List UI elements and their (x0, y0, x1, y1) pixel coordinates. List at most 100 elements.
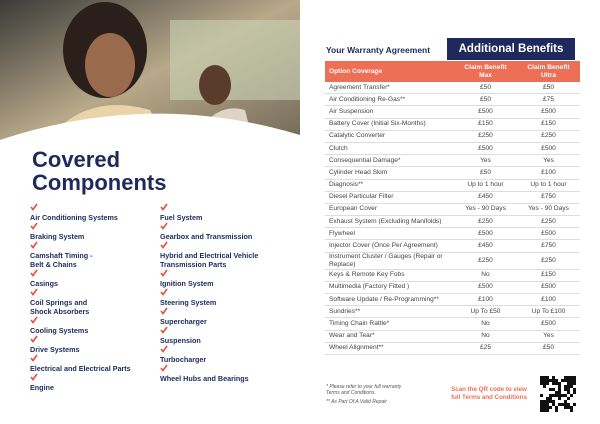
table-cell: No (454, 330, 517, 343)
component-item: Steering System (160, 288, 258, 307)
table-cell: Diesel Particular Filter (325, 191, 454, 204)
component-item: Hybrid and Electrical Vehicle Transmissio… (160, 241, 258, 269)
table-cell: Catalytic Converter (325, 130, 454, 143)
table-cell: £50 (454, 82, 517, 95)
component-item: Supercharger (160, 307, 258, 326)
table-cell: £150 (454, 118, 517, 131)
component-item: Cooling Systems (30, 316, 131, 335)
table-cell: £150 (517, 118, 580, 131)
table-cell: Yes - 90 Days (517, 203, 580, 217)
table-row: European Cover Yes - 90 Days Yes - 90 Days (325, 203, 580, 217)
qr-cell (555, 379, 558, 382)
table-row: Catalytic Converter £250 £250 (325, 130, 580, 143)
qr-cell (558, 403, 561, 406)
column-header: Option Coverage (325, 61, 454, 82)
qr-cell (549, 379, 552, 382)
qr-cell (543, 382, 546, 385)
table-row: Multimedia (Factory Fitted ) £500 £500 (325, 281, 580, 295)
qr-cell (567, 391, 570, 394)
qr-cell (570, 394, 573, 397)
qr-code (540, 376, 576, 412)
component-item: Suspension (160, 326, 258, 345)
check-icon (160, 307, 168, 315)
qr-cell (543, 400, 546, 403)
qr-cell (558, 394, 561, 397)
qr-cell (546, 400, 549, 403)
component-item: Drive Systems (30, 335, 131, 354)
check-icon (30, 222, 38, 230)
component-list: Air Conditioning Systems Braking System Ca… (30, 203, 131, 392)
qr-cell (567, 397, 570, 400)
footnote: * Please refer to your full warranty Ter… (326, 384, 402, 396)
column-header: Claim Benefit Ultra (517, 61, 580, 82)
left-title: Covered Components (32, 148, 166, 194)
qr-cell (543, 376, 546, 379)
table-cell: Timing Chain Rattle* (325, 317, 454, 331)
check-icon (160, 364, 168, 372)
component-line: Gearbox and Transmission (160, 232, 253, 241)
table-cell: Battery Cover (Initial Six-Months) (325, 118, 454, 131)
qr-cell (546, 382, 549, 385)
qr-cell (552, 400, 555, 403)
table-cell: Instrument Cluster / Gauges (Repair or R… (325, 252, 454, 270)
qr-cell (540, 382, 543, 385)
check-icon (160, 288, 168, 296)
qr-cell (564, 394, 567, 397)
table-row: Diesel Particular Filter £450 £750 (325, 191, 580, 204)
qr-cell (555, 382, 558, 385)
component-item: Engine (30, 373, 131, 392)
component-line: Cooling Systems (30, 326, 89, 335)
qr-cell (570, 376, 573, 379)
table-cell: £100 (517, 293, 580, 307)
component-line: Engine (30, 383, 54, 392)
qr-cell (573, 382, 576, 385)
table-cell: £500 (454, 227, 517, 241)
table-cell: Yes - 90 Days (454, 203, 517, 217)
table-cell: No (454, 269, 517, 282)
table-cell: Agreement Transfer* (325, 82, 454, 95)
qr-cell (540, 394, 543, 397)
table-cell: Diagnosis** (325, 179, 454, 192)
table-cell: £750 (517, 239, 580, 253)
qr-cell (546, 376, 549, 379)
qr-cell (555, 406, 558, 409)
component-line: Air Conditioning Systems (30, 213, 118, 222)
component-item: Ignition System (160, 269, 258, 288)
table-row: Sundries** Up To £50 Up To £100 (325, 305, 580, 319)
table-cell: Consequential Damage* (325, 154, 454, 168)
check-icon (30, 269, 38, 277)
qr-cell (549, 394, 552, 397)
table-cell: £250 (517, 130, 580, 143)
qr-cell (543, 406, 546, 409)
component-item: Wheel Hubs and Bearings (160, 364, 258, 383)
check-icon (30, 354, 38, 362)
qr-cell (564, 385, 567, 388)
table-cell: £50 (517, 82, 580, 95)
qr-cell (567, 379, 570, 382)
qr-cell (540, 406, 543, 409)
table-cell: £500 (454, 105, 517, 119)
component-line: Braking System (30, 232, 85, 241)
qr-cell (552, 382, 555, 385)
component-line: Suspension (160, 336, 201, 345)
table-cell: Cylinder Head Skim (325, 166, 454, 180)
table-cell: No (454, 317, 517, 331)
table-cell: £500 (517, 227, 580, 241)
photo (0, 0, 300, 150)
qr-text: Scan the QR code to view full Terms and … (451, 386, 527, 401)
table-row: Exhaust System (Excluding Manifolds) £250… (325, 215, 580, 229)
table-cell: £250 (517, 215, 580, 229)
table-row: Wheel Alignment** £25 £50 (325, 342, 580, 355)
qr-cell (552, 403, 555, 406)
qr-cell (564, 388, 567, 391)
qr-cell (570, 406, 573, 409)
table-cell: £500 (454, 142, 517, 156)
component-line: Fuel System (160, 213, 203, 222)
qr-cell (546, 403, 549, 406)
table-row: Keys & Remote Key Fobs No £150 (325, 269, 580, 282)
component-item: Gearbox and Transmission (160, 222, 258, 241)
qr-cell (561, 394, 564, 397)
table-row: Wear and Tear* No Yes (325, 330, 580, 343)
qr-cell (549, 397, 552, 400)
qr-cell (540, 400, 543, 403)
